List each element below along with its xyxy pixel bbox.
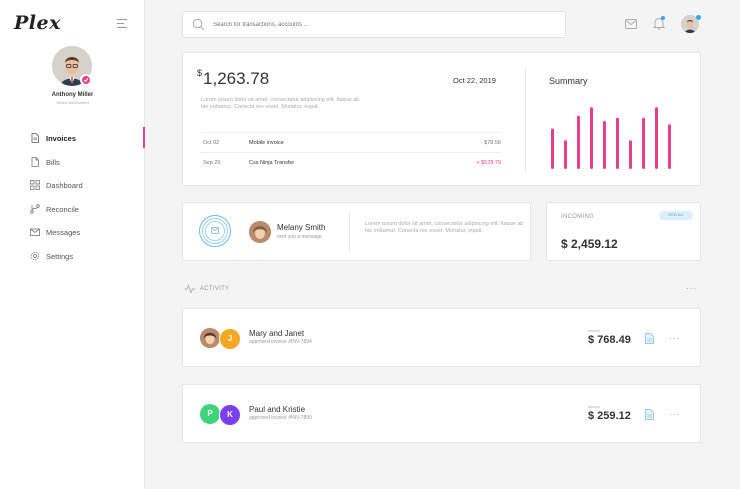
search-bar[interactable] bbox=[182, 11, 566, 38]
mail-icon[interactable] bbox=[625, 19, 637, 29]
message-ring bbox=[199, 215, 231, 247]
balance-value: 1,263.78 bbox=[203, 69, 270, 88]
balance-description: Lorem ipsum dolor sit amet, consectetur … bbox=[201, 97, 360, 110]
user-avatar[interactable] bbox=[681, 15, 699, 33]
summary-bar-chart bbox=[551, 107, 671, 169]
chart-bar bbox=[603, 121, 606, 169]
chart-bar bbox=[564, 140, 567, 169]
activity-subtitle: approved invoice #INV-7894 bbox=[249, 339, 312, 345]
chart-bar bbox=[629, 140, 632, 169]
notification-dot bbox=[661, 16, 665, 20]
sidebar-item-messages[interactable]: Messages bbox=[0, 221, 145, 245]
search-icon bbox=[192, 18, 205, 31]
bell-icon[interactable] bbox=[653, 17, 665, 30]
file-icon bbox=[31, 156, 39, 167]
tx-name: Mobile invoice bbox=[249, 140, 284, 146]
sidebar-item-label: Dashboard bbox=[46, 181, 83, 191]
mail-icon bbox=[211, 227, 219, 234]
sidebar-item-settings[interactable]: Settings bbox=[0, 245, 145, 269]
amount-label: amount bbox=[588, 405, 600, 409]
activity-amount: $ 259.12 bbox=[588, 410, 631, 422]
avatar: K bbox=[219, 404, 241, 426]
sidebar-item-label: Reconcile bbox=[46, 204, 79, 214]
summary-title: Summary bbox=[549, 76, 588, 86]
profile-avatar[interactable] bbox=[52, 46, 92, 86]
currency-symbol: $ bbox=[197, 68, 203, 78]
invoice-icon bbox=[31, 133, 39, 143]
sidebar: Plex Anthony Miller Senior Accountant In… bbox=[0, 0, 145, 489]
list-item[interactable]: P K Paul and Kristie approved invoice #I… bbox=[182, 384, 701, 443]
message-text: Lorem ipsum dolor sit amet, consectetur … bbox=[365, 221, 524, 234]
grid-icon bbox=[30, 180, 40, 190]
message-sender: Melany Smith bbox=[277, 223, 326, 232]
table-row[interactable]: Sep 29 Css Ninja Transfer + $578.79 bbox=[201, 152, 501, 172]
tx-amount: + $578.79 bbox=[476, 160, 501, 166]
avatar: J bbox=[219, 328, 241, 350]
view-all-button[interactable]: VIEW ALL bbox=[659, 211, 693, 220]
sidebar-item-label: Bills bbox=[46, 157, 60, 167]
more-icon[interactable]: ··· bbox=[686, 283, 697, 293]
app-logo[interactable]: Plex bbox=[14, 12, 61, 34]
mail-icon bbox=[30, 228, 40, 236]
more-icon[interactable]: ··· bbox=[669, 409, 680, 419]
message-subtitle: sent you a message bbox=[277, 234, 322, 240]
message-ring bbox=[202, 218, 228, 244]
avatar bbox=[200, 328, 220, 348]
document-icon[interactable] bbox=[645, 409, 654, 420]
profile-role: Senior Accountant bbox=[56, 100, 89, 105]
activity-title: Mary and Janet bbox=[249, 329, 305, 338]
tx-name: Css Ninja Transfer bbox=[249, 160, 295, 166]
gear-icon bbox=[30, 251, 40, 260]
activity-label: ACTIVITY bbox=[200, 286, 230, 292]
menu-toggle-icon[interactable] bbox=[117, 19, 127, 28]
sidebar-item-label: Messages bbox=[46, 228, 81, 238]
document-icon[interactable] bbox=[645, 333, 654, 344]
chart-bar bbox=[551, 128, 554, 169]
message-card[interactable]: Melany Smith sent you a message Lorem ip… bbox=[182, 202, 531, 261]
tx-amount: - $78.56 bbox=[480, 140, 501, 146]
chart-bar bbox=[642, 117, 645, 169]
tx-date: Sep 29 bbox=[203, 160, 221, 166]
avatar: P bbox=[200, 404, 220, 424]
divider bbox=[349, 213, 350, 251]
avatar[interactable] bbox=[249, 221, 271, 243]
sidebar-item-invoices[interactable]: Invoices bbox=[0, 127, 145, 151]
incoming-label: INCOMING bbox=[561, 214, 595, 220]
incoming-card: INCOMING VIEW ALL $ 2,459.12 bbox=[546, 202, 701, 261]
chart-bar bbox=[590, 107, 593, 169]
git-branch-icon bbox=[30, 203, 40, 214]
sidebar-item-dashboard[interactable]: Dashboard bbox=[0, 174, 145, 198]
chart-bar bbox=[616, 117, 619, 169]
incoming-amount: $ 2,459.12 bbox=[561, 237, 618, 251]
message-ring bbox=[205, 221, 225, 241]
table-row[interactable]: Oct 02 Mobile invoice - $78.56 bbox=[201, 132, 501, 152]
balance-amount: $1,263.78 bbox=[197, 68, 270, 89]
sidebar-item-bills[interactable]: Bills bbox=[0, 151, 145, 175]
check-icon bbox=[80, 74, 92, 86]
search-input[interactable] bbox=[213, 18, 543, 32]
sidebar-nav: Invoices Bills Dashboard Reconcile Messa… bbox=[0, 127, 145, 268]
activity-subtitle: approved invoice #INV-7899 bbox=[249, 415, 312, 421]
online-dot bbox=[696, 15, 701, 20]
divider bbox=[525, 69, 526, 171]
amount-label: amount bbox=[588, 329, 600, 333]
activity-icon bbox=[184, 284, 196, 294]
balance-card: $1,263.78 Oct 22, 2019 Lorem ipsum dolor… bbox=[182, 52, 701, 186]
sidebar-item-label: Settings bbox=[46, 251, 74, 261]
chart-bar bbox=[668, 124, 671, 169]
tx-date: Oct 02 bbox=[203, 140, 220, 146]
profile-name: Anthony Miller bbox=[51, 92, 94, 98]
sidebar-item-reconcile[interactable]: Reconcile bbox=[0, 198, 145, 222]
activity-title: Paul and Kristie bbox=[249, 405, 306, 414]
chart-bar bbox=[577, 115, 580, 169]
sidebar-item-label: Invoices bbox=[46, 134, 77, 144]
balance-date: Oct 22, 2019 bbox=[453, 76, 496, 85]
activity-amount: $ 768.49 bbox=[588, 334, 631, 346]
more-icon[interactable]: ··· bbox=[669, 333, 680, 343]
chart-bar bbox=[655, 107, 658, 169]
list-item[interactable]: J Mary and Janet approved invoice #INV-7… bbox=[182, 308, 701, 367]
